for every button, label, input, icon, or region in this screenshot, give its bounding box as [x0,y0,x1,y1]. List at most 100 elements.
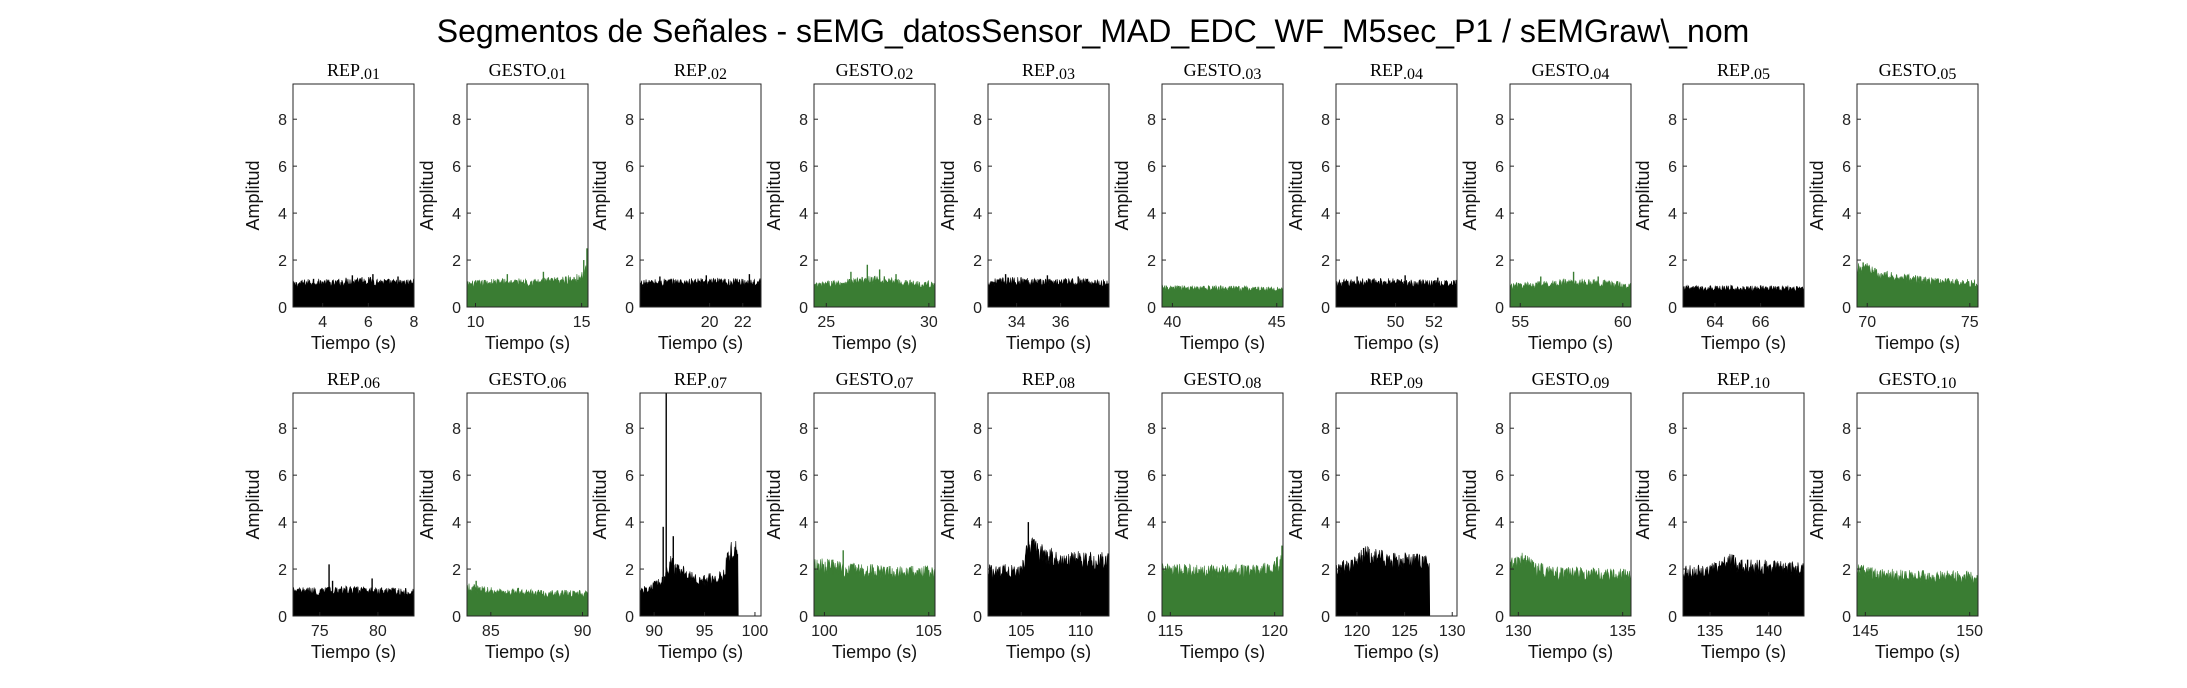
panel-gesto-02: 0 2 4 6 8 25 30 GESTO.02 Tiempo (s) Amplitud [764,60,938,353]
x-tick-label: 135 [1609,623,1636,640]
panel-gesto-07: 0 2 4 6 8 100 105 GESTO.07 Tiempo (s) Amplitud [764,369,942,662]
y-tick-label: 6 [1321,468,1330,485]
x-tick-label: 115 [1158,623,1184,640]
x-tick-label: 22 [734,314,752,331]
x-tick-label: 6 [364,314,373,331]
axes-frame [292,392,415,617]
y-tick-label: 8 [1842,421,1851,438]
panel-gesto-08: 0 2 4 6 8 115 120 GESTO.08 Tiempo (s) Amplitud [1112,369,1288,662]
x-tick-label: 36 [1052,314,1070,331]
y-axis-label: Amplitud [938,469,958,539]
panel-title: REP.04 [1370,60,1423,83]
x-tick-label: 50 [1387,314,1405,331]
x-tick-label: 15 [573,314,591,331]
axes-frame [813,392,936,617]
x-tick-label: 125 [1391,623,1418,640]
y-tick-label: 6 [1842,468,1851,485]
panel-title: GESTO.10 [1879,369,1957,392]
y-axis-label: Amplitud [243,469,263,539]
y-tick-label: 2 [973,253,982,270]
y-tick-label: 6 [973,159,982,176]
panel-rep-01: 0 2 4 6 8 4 6 8 REP.01 Tiempo (s) Amplitud [243,60,419,353]
x-tick-label: 4 [318,314,327,331]
x-tick-label: 80 [369,623,387,640]
y-tick-label: 6 [1147,159,1156,176]
signal-area [813,275,936,308]
y-tick-label: 8 [1668,112,1677,129]
panel-rep-05: 0 2 4 6 8 64 66 REP.05 Tiempo (s) Amplitud [1633,60,1805,353]
y-axis-label: Amplitud [764,160,784,230]
y-tick-label: 2 [973,562,982,579]
axes-frame [466,83,589,308]
panel-rep-04: 0 2 4 6 8 50 52 REP.04 Tiempo (s) Amplitud [1286,60,1458,353]
y-axis-label: Amplitud [1112,160,1132,230]
axes-frame [1509,83,1632,308]
y-tick-label: 2 [1668,562,1677,579]
axes-frame [292,83,415,308]
y-tick-label: 8 [1147,112,1156,129]
x-tick-label: 60 [1614,314,1632,331]
x-axis-label: Tiempo (s) [1180,642,1265,662]
axes-frame [1335,392,1458,617]
panel-rep-10: 0 2 4 6 8 135 140 REP.10 Tiempo (s) Amplitud [1633,369,1805,662]
x-tick-label: 110 [1068,623,1094,640]
y-tick-label: 4 [1842,206,1851,223]
panel-title: REP.01 [327,60,380,83]
x-tick-label: 30 [920,314,938,331]
x-tick-label: 52 [1425,314,1443,331]
y-tick-label: 8 [1321,421,1330,438]
axes-frame [639,392,762,617]
subplot-grid: 0 2 4 6 8 4 6 8 REP.01 Tiempo (s) Amplitud 0 2 4 6 8 10 1… [243,60,1983,662]
x-tick-label: 25 [817,314,835,331]
y-tick-label: 4 [452,206,461,223]
x-axis-label: Tiempo (s) [1701,333,1786,353]
y-tick-label: 8 [973,421,982,438]
signal-area [466,265,589,308]
x-axis-label: Tiempo (s) [311,642,396,662]
signal-area [1509,278,1632,308]
y-axis-label: Amplitud [938,160,958,230]
panel-rep-03: 0 2 4 6 8 34 36 REP.03 Tiempo (s) Amplitud [938,60,1110,353]
signal-area [292,585,415,617]
y-axis-label: Amplitud [243,160,263,230]
y-tick-label: 6 [1495,468,1504,485]
panel-gesto-05: 0 2 4 6 8 70 75 GESTO.05 Tiempo (s) Amplitud [1807,60,1979,353]
axes-frame [1682,392,1805,617]
y-tick-label: 2 [1321,253,1330,270]
y-tick-label: 0 [278,300,287,317]
x-tick-label: 75 [311,623,329,640]
x-tick-label: 20 [701,314,719,331]
y-tick-label: 4 [278,206,287,223]
y-tick-label: 8 [799,112,808,129]
x-tick-label: 120 [1261,623,1288,640]
y-tick-label: 6 [452,468,461,485]
signal-area [1335,545,1457,617]
y-tick-label: 0 [1321,300,1330,317]
y-tick-label: 2 [278,253,287,270]
y-tick-label: 4 [1321,206,1330,223]
x-axis-label: Tiempo (s) [1180,333,1265,353]
y-tick-label: 6 [1321,159,1330,176]
x-tick-label: 66 [1752,314,1770,331]
signal-area [1335,278,1458,308]
y-tick-label: 4 [1321,515,1330,532]
y-tick-label: 6 [625,468,634,485]
y-tick-label: 2 [1668,253,1677,270]
signal-area [987,537,1110,617]
axes-frame [987,83,1110,308]
y-axis-label: Amplitud [1633,160,1653,230]
x-axis-label: Tiempo (s) [1875,642,1960,662]
panel-title: GESTO.01 [489,60,567,83]
y-axis-label: Amplitud [590,160,610,230]
axes-frame [466,392,589,617]
y-tick-label: 2 [1495,253,1504,270]
y-tick-label: 6 [1147,468,1156,485]
y-tick-label: 4 [799,515,808,532]
y-axis-label: Amplitud [1807,469,1827,539]
panel-title: REP.10 [1717,369,1770,392]
panel-rep-02: 0 2 4 6 8 20 22 REP.02 Tiempo (s) Amplitud [590,60,762,353]
axes-frame [1856,392,1979,617]
y-axis-label: Amplitud [764,469,784,539]
y-tick-label: 6 [278,468,287,485]
y-tick-label: 4 [1147,206,1156,223]
